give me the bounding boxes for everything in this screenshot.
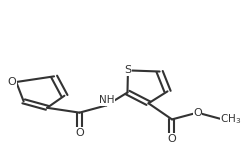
Text: CH$_3$: CH$_3$ <box>220 112 242 126</box>
Text: O: O <box>75 128 84 138</box>
Text: O: O <box>168 134 176 144</box>
Text: S: S <box>124 65 132 75</box>
Text: O: O <box>193 108 202 118</box>
Text: O: O <box>8 77 16 87</box>
Text: NH: NH <box>99 95 114 105</box>
